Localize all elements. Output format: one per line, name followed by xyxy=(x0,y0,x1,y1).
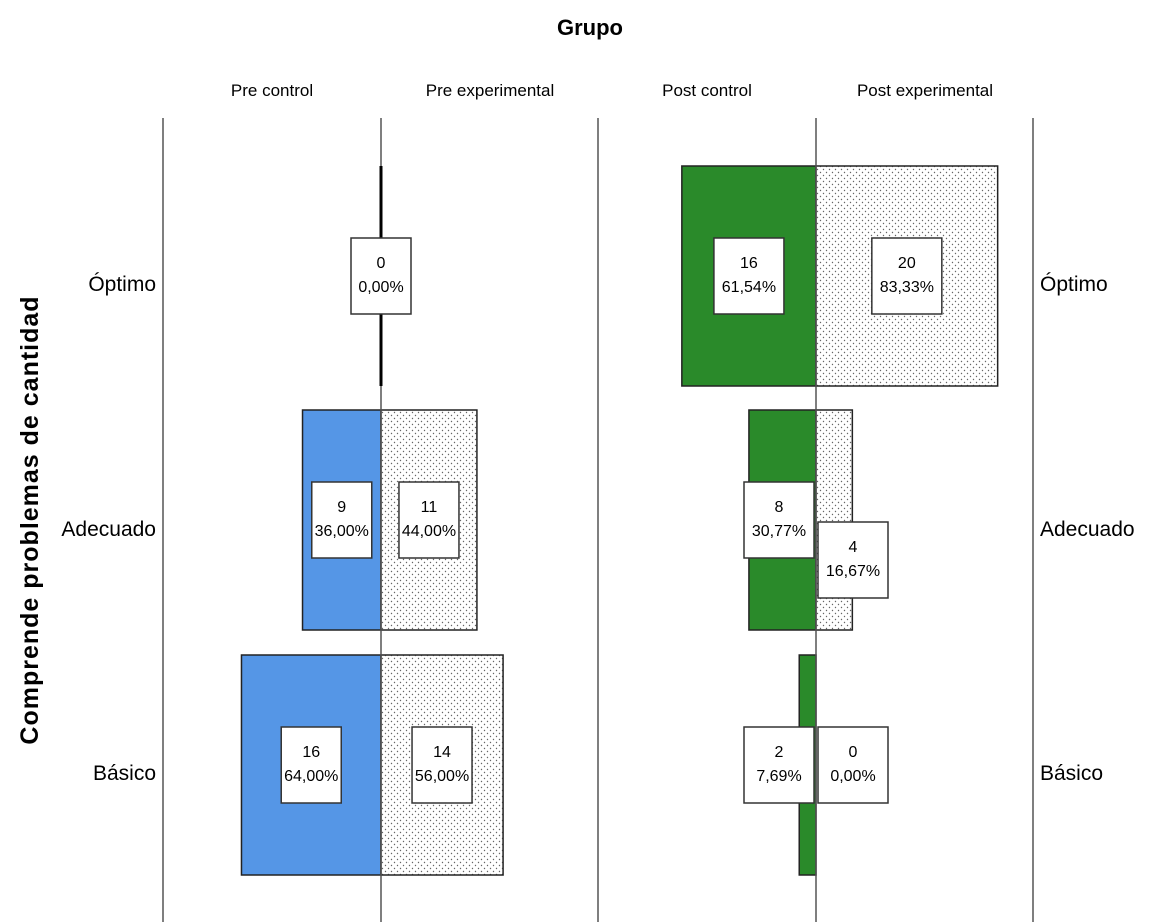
value-label-count: 9 xyxy=(337,499,346,516)
category-label-right-adecuado: Adecuado xyxy=(1040,518,1135,541)
value-label-box xyxy=(743,726,815,804)
group-label-pre-control: Pre control xyxy=(231,81,313,100)
value-label-count: 14 xyxy=(433,744,451,761)
value-label-box xyxy=(398,481,460,559)
value-label-count: 4 xyxy=(849,539,858,556)
value-label-count: 20 xyxy=(898,255,916,272)
group-label-pre-experimental: Pre experimental xyxy=(426,81,555,100)
value-label-count: 2 xyxy=(775,744,784,761)
value-label-box xyxy=(311,481,373,559)
group-label-post-experimental: Post experimental xyxy=(857,81,993,100)
value-label-box xyxy=(350,237,412,315)
value-label-percent: 44,00% xyxy=(402,523,456,540)
category-label-right-optimo: Óptimo xyxy=(1040,273,1108,296)
category-label-right-basico: Básico xyxy=(1040,762,1103,785)
value-label-percent: 30,77% xyxy=(752,523,806,540)
category-label-left-optimo: Óptimo xyxy=(88,273,156,296)
group-label-post-control: Post control xyxy=(662,81,752,100)
value-label-count: 8 xyxy=(775,499,784,516)
value-label-box xyxy=(280,726,342,804)
category-label-left-basico: Básico xyxy=(93,762,156,785)
value-label-percent: 83,33% xyxy=(880,279,934,296)
value-label-percent: 64,00% xyxy=(284,768,338,785)
value-label-count: 11 xyxy=(421,499,438,516)
value-label-percent: 7,69% xyxy=(756,768,801,785)
value-label-percent: 36,00% xyxy=(315,523,369,540)
value-label-percent: 56,00% xyxy=(415,768,469,785)
y-axis-label: Comprende problemas de cantidad xyxy=(16,295,44,744)
value-label-count: 16 xyxy=(302,744,320,761)
value-label-count: 16 xyxy=(740,255,758,272)
value-label-box xyxy=(743,481,815,559)
category-label-left-adecuado: Adecuado xyxy=(61,518,156,541)
value-label-box xyxy=(411,726,473,804)
value-label-box xyxy=(713,237,785,315)
value-label-box xyxy=(817,726,889,804)
value-label-count: 0 xyxy=(849,744,858,761)
value-label-count: 0 xyxy=(377,255,386,272)
value-label-percent: 16,67% xyxy=(826,563,880,580)
value-label-percent: 0,00% xyxy=(358,279,403,296)
value-label-percent: 0,00% xyxy=(830,768,875,785)
value-label-box xyxy=(817,521,889,599)
value-label-box xyxy=(871,237,943,315)
value-label-percent: 61,54% xyxy=(722,279,776,296)
chart-marks: 0 0,00% 9 36,00% 16 64,00% 11 44,00% 14 56,00% 16 6… xyxy=(240,118,999,922)
chart-title: Grupo xyxy=(557,15,623,40)
